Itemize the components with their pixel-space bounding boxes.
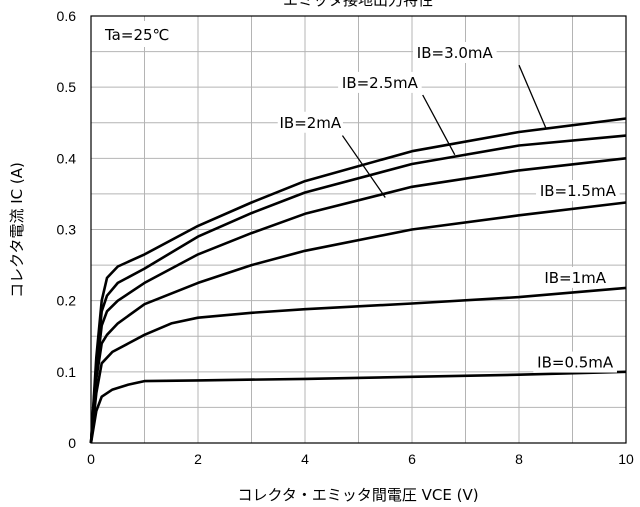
x-tick-label: 4 (301, 451, 309, 467)
y-tick-label: 0.6 (57, 8, 77, 24)
series-label: IB=2mA (279, 114, 341, 132)
y-tick-label: 0.3 (57, 222, 77, 238)
y-tick-label: 0.4 (57, 150, 77, 166)
y-axis-label: コレクタ電流 IC (A) (8, 162, 26, 298)
y-tick-label: 0.2 (57, 293, 77, 309)
x-tick-label: 10 (618, 451, 634, 467)
series-line (89, 201, 627, 444)
series-label-pointer (422, 94, 456, 156)
series-label-bg (413, 42, 497, 64)
series-label-bg (277, 111, 343, 133)
plot-frame (90, 15, 627, 444)
x-tick-label: 6 (408, 451, 416, 467)
series-line (89, 117, 627, 444)
series-labels: IB=3.0mA IB=2.5mA IB=2mA IB=1.5mA IB=1mA IB=0… (277, 42, 620, 373)
temperature-note: Ta=25℃ (96, 21, 196, 47)
series-line (89, 286, 627, 444)
series-label-bg (533, 351, 617, 373)
series-label-pointer (518, 64, 547, 128)
series-line (89, 370, 627, 444)
series-label: IB=0.5mA (537, 354, 614, 372)
series-label-bg (338, 71, 422, 93)
y-tick-label: 0 (68, 435, 76, 451)
y-tick-label: 0.1 (57, 364, 77, 380)
series-label: IB=2.5mA (342, 74, 419, 92)
axis-ticks: 0 2 4 6 8 10 0 0.1 0.2 0.3 0.4 0.5 0.6 (57, 8, 634, 467)
x-tick-label: 2 (194, 451, 202, 467)
x-tick-label: 8 (515, 451, 523, 467)
series-label-bg (542, 266, 608, 288)
series-label: IB=1.5mA (540, 182, 617, 200)
series-label: IB=1mA (544, 269, 606, 287)
chart-title: エミッタ接地出力特性 (283, 0, 433, 9)
series-lines (89, 117, 627, 444)
series-line (89, 157, 627, 444)
x-tick-label: 0 (87, 451, 95, 467)
y-tick-label: 0.5 (57, 79, 77, 95)
series-label-pointer (341, 135, 386, 198)
temperature-note-bg (96, 21, 196, 47)
temperature-note-text: Ta=25℃ (104, 26, 169, 44)
series-label-bg (536, 180, 620, 202)
series-label: IB=3.0mA (417, 44, 494, 62)
x-axis-label: コレクタ・エミッタ間電圧 VCE (V) (237, 486, 478, 504)
